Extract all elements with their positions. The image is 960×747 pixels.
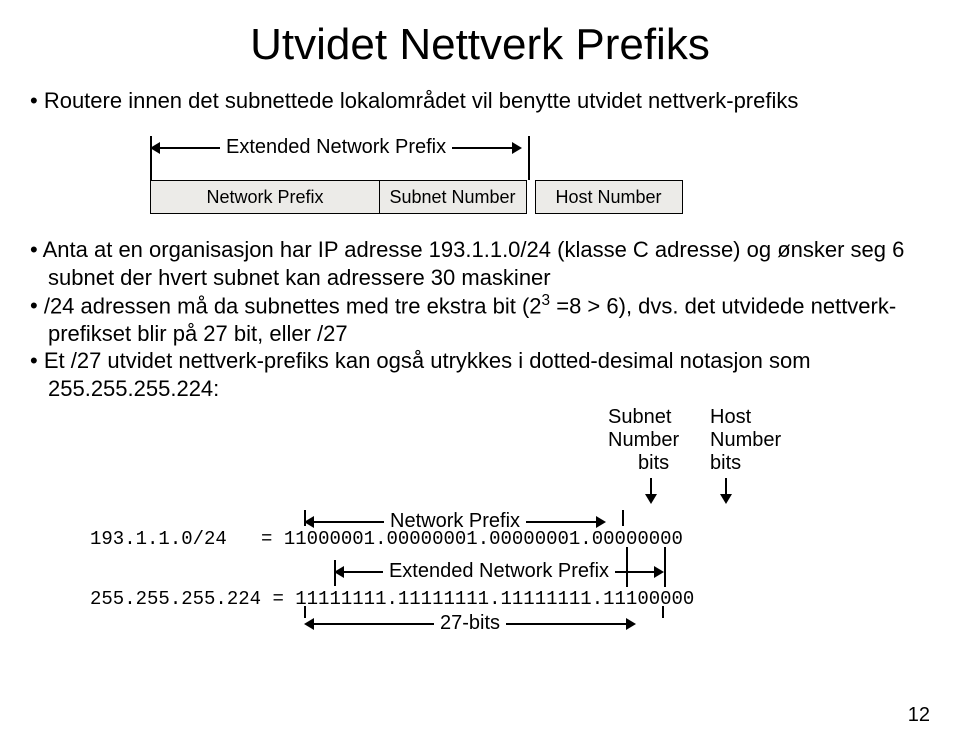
down-arrow-icon: [720, 494, 732, 504]
enp-label: Extended Network Prefix: [383, 560, 615, 583]
bits-label: 27-bits: [434, 612, 506, 635]
page-title: Utvidet Nettverk Prefiks: [30, 20, 930, 70]
host-label: Host: [710, 406, 781, 429]
diagram-binary-rows: Subnet Number bits Host Number bits Netw…: [70, 406, 850, 636]
subnet-label: Subnet: [608, 406, 679, 429]
ext-prefix-label: Extended Network Prefix: [220, 136, 452, 159]
bullet-intro: Routere innen det subnettede lokalområde…: [30, 88, 930, 114]
arrowhead-right: [512, 142, 522, 154]
diagram-extended-prefix-boxes: Extended Network Prefix Network Prefix S…: [150, 126, 710, 226]
down-arrow-icon: [645, 494, 657, 504]
page-number: 12: [908, 704, 930, 727]
bullet-paragraph: Anta at en organisasjon har IP adresse 1…: [30, 236, 930, 402]
box-subnet-number: Subnet Number: [379, 180, 527, 214]
row1-addr: 193.1.1.0/24 = 11000001.00000001.0000000…: [90, 528, 683, 550]
row2-addr: 255.255.255.224 = 11111111.11111111.1111…: [90, 588, 694, 610]
box-network-prefix: Network Prefix: [150, 180, 380, 214]
box-host-number: Host Number: [535, 180, 683, 214]
